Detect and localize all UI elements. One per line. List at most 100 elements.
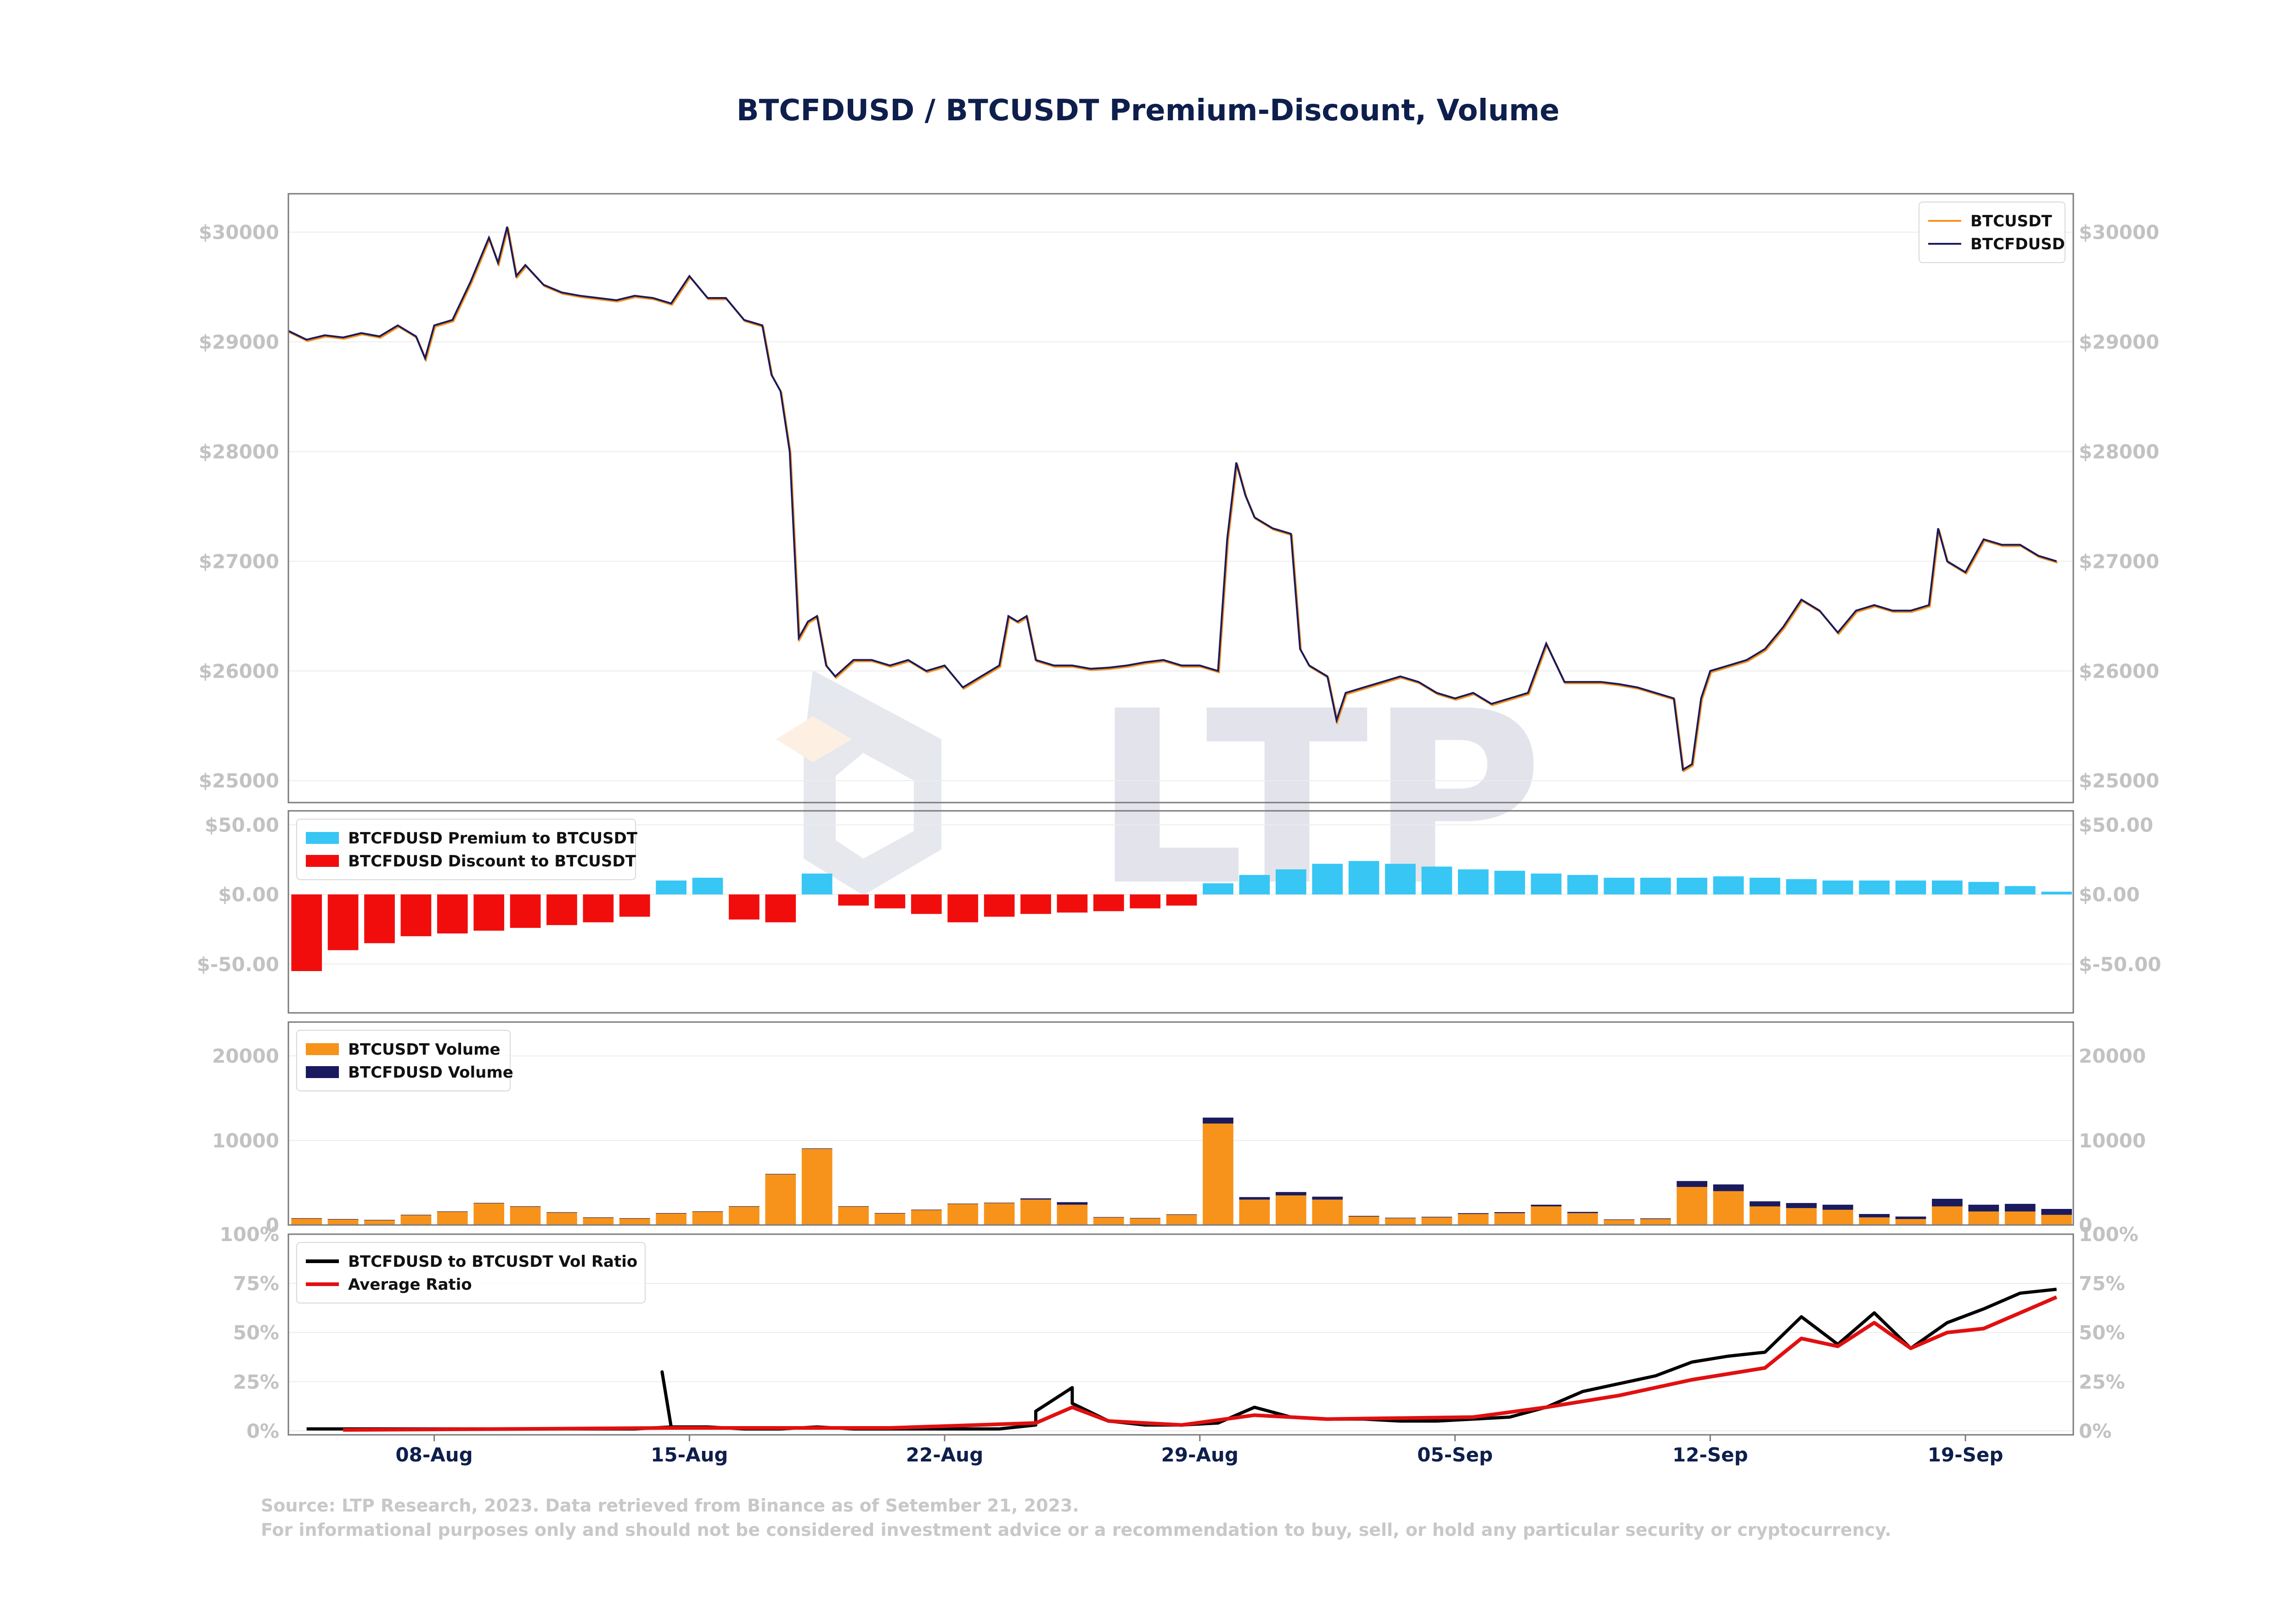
btcusdt-volume-bar (765, 1174, 796, 1225)
discount-bar (874, 894, 906, 909)
legend-swatch (306, 832, 339, 844)
y-tick-label-right: $27000 (2079, 550, 2159, 573)
premium-bar (2004, 886, 2036, 895)
legend-label: Average Ratio (348, 1275, 472, 1294)
btcfdusd-volume-bar (1822, 1204, 1853, 1210)
y-tick-label-left: $28000 (199, 440, 279, 463)
btcusdt-volume-bar (1968, 1211, 1999, 1225)
btcusdt-volume-bar (1348, 1216, 1379, 1225)
btcfdusd-volume-bar (1239, 1197, 1270, 1200)
panel-4: 100% 100% 75% 75% 50% 50% 25% 25% 0% 0% BTCFDUSD t… (219, 1223, 2138, 1442)
btcusdt-volume-bar (546, 1212, 577, 1225)
btcfdusd-volume-bar (1750, 1201, 1780, 1207)
premium-bar (656, 880, 687, 895)
btcfdusd-volume-bar (1968, 1204, 1999, 1212)
x-tick-label: 22-Aug (906, 1444, 983, 1466)
legend-swatch (306, 855, 339, 867)
btcusdt-volume-bar (1166, 1214, 1197, 1225)
y-tick-label-right: 100% (2079, 1223, 2138, 1246)
premium-bar (1859, 880, 1890, 895)
premium-bar (1604, 877, 1635, 895)
panel-frame (287, 1233, 2074, 1436)
x-tick-label: 19-Sep (1928, 1444, 2003, 1466)
btcusdt-volume-bar (291, 1218, 322, 1225)
discount-bar (437, 894, 468, 934)
y-tick-label-left: 10000 (212, 1129, 279, 1152)
btcusdt-volume-bar (1239, 1199, 1270, 1225)
btcfdusd-volume-bar (656, 1213, 687, 1214)
btcfdusd-volume-bar (2041, 1209, 2072, 1215)
discount-bar (1057, 894, 1088, 913)
btcusdt-volume-bar (1130, 1218, 1161, 1225)
btcfdusd-volume-bar (2004, 1203, 2036, 1212)
btcusdt-volume-bar (510, 1206, 541, 1225)
discount-bar (400, 894, 432, 937)
btcfdusd-volume-bar (1531, 1204, 1562, 1207)
btcfdusd-volume-bar (1859, 1214, 1890, 1218)
btcusdt-volume-bar (1203, 1124, 1233, 1225)
legend: BTCFDUSD to BTCUSDT Vol Ratio Average Rat… (296, 1242, 646, 1304)
btcfdusd-volume-bar (911, 1209, 942, 1210)
y-tick-label-right: $0.00 (2079, 883, 2140, 906)
btcusdt-volume-bar (2004, 1211, 2036, 1225)
btcfdusd-volume-bar (1786, 1203, 1817, 1208)
discount-bar (291, 894, 322, 971)
y-tick-label-left: $26000 (199, 660, 279, 682)
y-tick-label-left: 0 (266, 1214, 279, 1236)
btcfdusd-volume-bar (1093, 1217, 1124, 1218)
btcfdusd-volume-bar (1130, 1218, 1161, 1219)
btcusdt-volume-bar (1822, 1209, 1853, 1225)
btcusdt-volume-bar (801, 1149, 833, 1225)
discount-bar (473, 894, 505, 931)
discount-bar (510, 894, 541, 928)
btcfdusd-volume-bar (619, 1218, 650, 1219)
discount-bar (619, 894, 650, 917)
chart-panels: $25000 $25000 $26000 $26000 $27000 $27000 $280… (197, 193, 2161, 1442)
btcfdusd-volume-bar (1604, 1219, 1635, 1220)
btcusdt-volume-bar (1567, 1213, 1598, 1225)
x-tick-label: 29-Aug (1161, 1444, 1238, 1466)
footer-disclaimer: For informational purposes only and shou… (261, 1520, 1891, 1540)
y-tick-label-right: 10000 (2079, 1129, 2146, 1152)
btcusdt-volume-bar (1057, 1204, 1088, 1225)
btcfdusd-volume-bar (801, 1148, 833, 1149)
y-tick-label-left: 100% (219, 1223, 279, 1246)
panel-2: $50.00 $50.00 $0.00 $0.00 $-50.00 $-50.00 BTCF… (197, 810, 2161, 1014)
btcusdt-volume-bar (473, 1203, 505, 1225)
discount-bar (546, 894, 577, 925)
premium-bar (1385, 864, 1416, 895)
btcusdt-volume-bar (1531, 1206, 1562, 1225)
btcfdusd-volume-bar (729, 1206, 760, 1207)
y-tick-label-left: $30000 (199, 221, 279, 244)
btcfdusd-volume-bar (1895, 1216, 1926, 1219)
btcusdt-volume-bar (619, 1218, 650, 1225)
average-ratio-line (343, 1295, 2058, 1432)
y-tick-label-right: $-50.00 (2079, 953, 2161, 976)
btcusdt-volume-bar (1640, 1219, 1671, 1225)
y-tick-label-right: 50% (2079, 1321, 2125, 1344)
watermark-hexagon-cutout (836, 753, 914, 859)
series-line-btcfdusd (288, 226, 2057, 771)
chart-title: BTCFDUSD / BTCUSDT Premium-Discount, Vol… (737, 94, 1559, 128)
y-tick-label-right: $28000 (2079, 440, 2159, 463)
btcfdusd-volume-bar (1166, 1214, 1197, 1215)
discount-bar (1020, 894, 1051, 914)
btcusdt-volume-bar (1020, 1199, 1051, 1225)
discount-bar (1093, 894, 1124, 911)
btcfdusd-volume-bar (1713, 1184, 1744, 1191)
panel-frame (287, 193, 2074, 804)
btcfdusd-volume-bar (1932, 1198, 1963, 1207)
y-tick-label-right: $30000 (2079, 221, 2159, 244)
discount-bar (364, 894, 395, 944)
btcusdt-volume-bar (1275, 1195, 1306, 1225)
btcfdusd-volume-bar (583, 1217, 614, 1218)
btcfdusd-volume-bar (1203, 1118, 1233, 1124)
y-tick-label-left: 20000 (212, 1045, 279, 1068)
legend-label: BTCFDUSD Discount to BTCUSDT (348, 852, 636, 871)
btcusdt-volume-bar (947, 1203, 979, 1225)
y-tick-label-left: $29000 (199, 331, 279, 354)
vol-ratio-line (306, 1287, 2057, 1431)
btcfdusd-volume-bar (291, 1218, 322, 1219)
btcfdusd-volume-bar (1020, 1198, 1051, 1200)
legend-box (296, 1242, 646, 1304)
